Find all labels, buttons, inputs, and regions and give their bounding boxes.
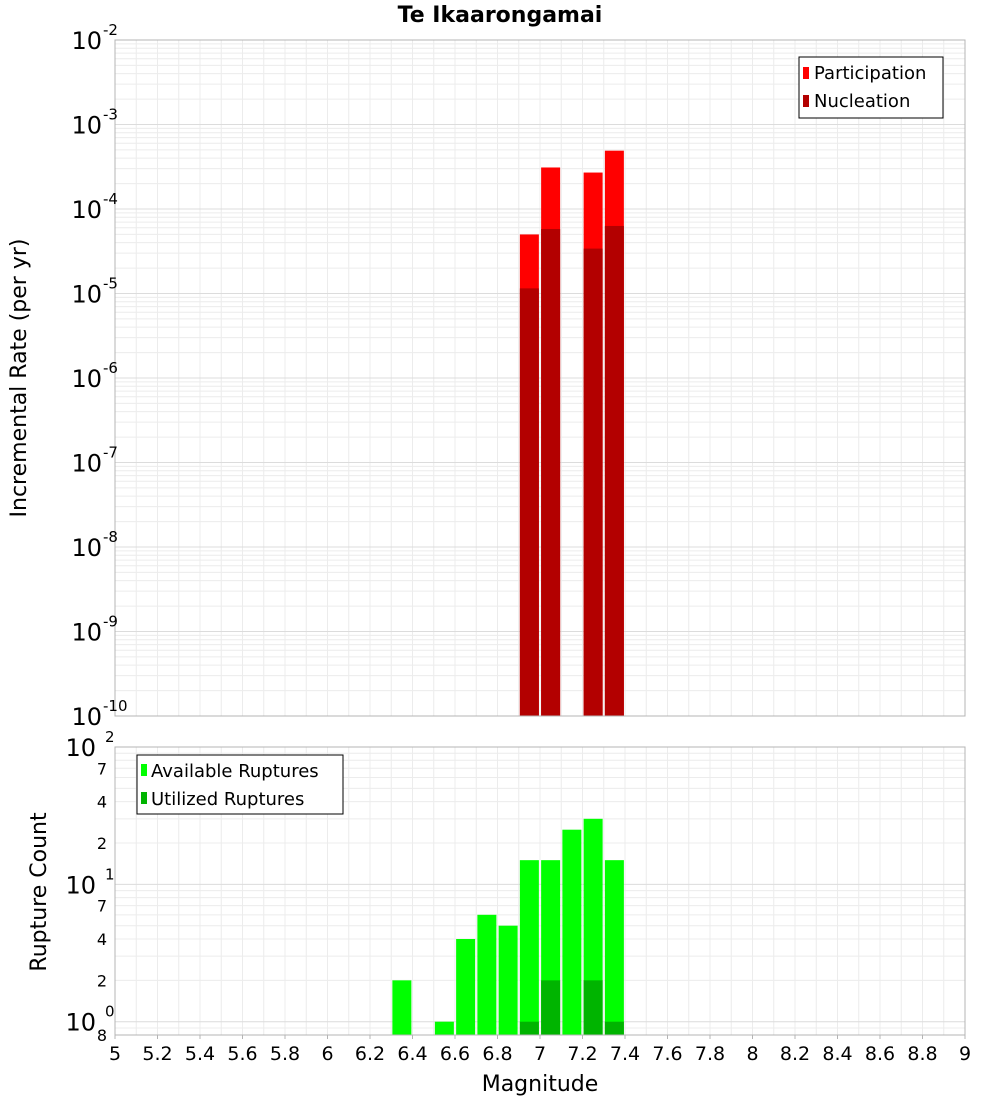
top-y-tick-label: 10 bbox=[71, 196, 102, 224]
legend-label-utilized-ruptures: Utilized Ruptures bbox=[151, 789, 304, 810]
top-y-tick-label: 10 bbox=[71, 112, 102, 140]
bottom-legend-box bbox=[136, 754, 344, 815]
legend-swatch-nucleation bbox=[803, 95, 809, 107]
bottom-y-minor-tick-label: 7 bbox=[97, 897, 107, 916]
top-y-tick-exponent: -8 bbox=[103, 528, 118, 546]
top-y-tick-label: 10 bbox=[71, 450, 102, 478]
top-y-tick-label: 10 bbox=[71, 534, 102, 562]
legend-swatch-available-ruptures bbox=[141, 764, 147, 776]
top-legend: Participation Nucleation bbox=[798, 56, 944, 119]
bottom-plot-bars bbox=[392, 818, 624, 1035]
utilized-ruptures-bar bbox=[583, 980, 603, 1035]
x-tick-label: 7 bbox=[534, 1043, 546, 1065]
nucleation-bar bbox=[604, 225, 624, 716]
x-tick-label: 6.8 bbox=[482, 1043, 512, 1065]
top-plot-frame bbox=[114, 39, 966, 717]
x-tick-label: 5.8 bbox=[270, 1043, 300, 1065]
x-axis-label: Magnitude bbox=[482, 1072, 599, 1097]
top-y-tick-exponent: -10 bbox=[103, 697, 128, 715]
x-tick-label: 6 bbox=[321, 1043, 333, 1065]
top-y-tick-exponent: -3 bbox=[103, 106, 118, 124]
legend-label-nucleation: Nucleation bbox=[814, 91, 910, 112]
top-y-tick-exponent: -5 bbox=[103, 275, 118, 293]
x-tick-label: 7.4 bbox=[610, 1043, 640, 1065]
x-tick-label: 9 bbox=[959, 1043, 971, 1065]
x-tick-label: 8.4 bbox=[822, 1043, 852, 1065]
nucleation-bar bbox=[541, 228, 561, 716]
available-ruptures-bar bbox=[562, 829, 582, 1035]
top-legend-box bbox=[798, 56, 944, 119]
x-tick-label: 8.2 bbox=[780, 1043, 810, 1065]
top-y-tick-exponent: -6 bbox=[103, 359, 118, 377]
x-tick-label: 6.6 bbox=[440, 1043, 470, 1065]
x-tick-label: 5 bbox=[109, 1043, 121, 1065]
x-tick-label: 6.2 bbox=[355, 1043, 385, 1065]
top-y-tick-label: 10 bbox=[71, 281, 102, 309]
x-tick-label: 7.2 bbox=[567, 1043, 597, 1065]
bottom-y-minor-tick-label: 4 bbox=[97, 793, 107, 812]
bottom-y-minor-tick-label: 2 bbox=[97, 834, 107, 853]
legend-label-available-ruptures: Available Ruptures bbox=[151, 761, 319, 782]
nucleation-bar bbox=[583, 248, 603, 716]
available-ruptures-bar bbox=[604, 860, 624, 1035]
legend-swatch-participation bbox=[803, 67, 809, 79]
available-ruptures-bar bbox=[477, 914, 497, 1035]
x-tick-label: 7.6 bbox=[652, 1043, 682, 1065]
available-ruptures-bar bbox=[519, 860, 539, 1035]
available-ruptures-bar bbox=[456, 939, 476, 1035]
top-y-tick-label: 10 bbox=[71, 703, 102, 731]
x-axis-ticks: 5 5.2 5.4 5.6 5.8 6 6.2 6.4 6.6 6.8 7 7.2 7.4 7.6 7.8 8… bbox=[109, 1035, 971, 1065]
bottom-y-minor-tick-label: 8 bbox=[97, 1026, 107, 1045]
utilized-ruptures-bar bbox=[604, 1021, 624, 1035]
x-tick-label: 7.8 bbox=[695, 1043, 725, 1065]
x-tick-label: 6.4 bbox=[397, 1043, 427, 1065]
bottom-y-tick-exponent: 0 bbox=[105, 1003, 115, 1021]
top-plot-bars bbox=[519, 150, 624, 717]
top-y-axis-label: Incremental Rate (per yr) bbox=[7, 239, 32, 518]
top-y-tick-exponent: -7 bbox=[103, 444, 118, 462]
utilized-ruptures-bar bbox=[519, 1021, 539, 1035]
top-plot-grid bbox=[114, 40, 966, 717]
bottom-y-tick-label: 10 bbox=[65, 734, 96, 762]
top-y-tick-exponent: -9 bbox=[103, 613, 118, 631]
bottom-y-minor-tick-label: 4 bbox=[97, 930, 107, 949]
legend-swatch-utilized-ruptures bbox=[141, 792, 147, 804]
bottom-y-minor-tick-label: 2 bbox=[97, 971, 107, 990]
bottom-y-tick-label: 10 bbox=[65, 871, 96, 899]
available-ruptures-bar bbox=[392, 980, 412, 1035]
available-ruptures-bar bbox=[498, 925, 518, 1035]
x-tick-label: 5.4 bbox=[185, 1043, 215, 1065]
x-tick-label: 8 bbox=[746, 1043, 758, 1065]
bottom-y-axis-label: Rupture Count bbox=[27, 812, 52, 972]
top-y-tick-label: 10 bbox=[71, 619, 102, 647]
top-y-tick-label: 10 bbox=[71, 27, 102, 55]
utilized-ruptures-bar bbox=[541, 980, 561, 1035]
available-ruptures-bar bbox=[434, 1021, 454, 1035]
bottom-y-tick-label: 10 bbox=[65, 1009, 96, 1037]
chart-title: Te Ikaarongamai bbox=[398, 3, 603, 28]
nucleation-bar bbox=[519, 288, 539, 716]
top-y-tick-label: 10 bbox=[71, 365, 102, 393]
bottom-y-minor-tick-label: 7 bbox=[97, 759, 107, 778]
bottom-y-tick-exponent: 2 bbox=[105, 728, 115, 746]
x-tick-label: 5.2 bbox=[142, 1043, 172, 1065]
x-tick-label: 8.8 bbox=[907, 1043, 937, 1065]
bottom-legend: Available Ruptures Utilized Ruptures bbox=[136, 754, 344, 815]
top-y-tick-exponent: -4 bbox=[103, 190, 118, 208]
x-tick-label: 8.6 bbox=[865, 1043, 895, 1065]
bottom-y-tick-exponent: 1 bbox=[105, 865, 115, 883]
legend-label-participation: Participation bbox=[814, 63, 926, 84]
top-y-tick-exponent: -2 bbox=[103, 21, 118, 39]
x-tick-label: 5.6 bbox=[227, 1043, 257, 1065]
